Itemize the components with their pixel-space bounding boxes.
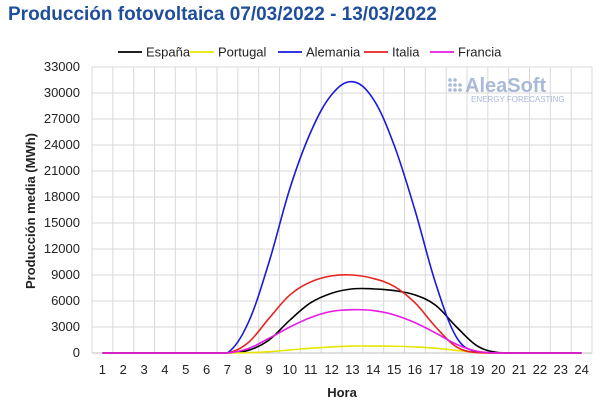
x-tick-label: 14 [366,362,380,377]
y-tick-label: 30000 [44,85,80,100]
x-tick-label: 23 [554,362,568,377]
series-lines [102,80,582,354]
x-tick-label: 5 [182,362,189,377]
logo-dots-icon [448,78,462,92]
y-tick-label: 0 [73,345,80,360]
y-tick-label: 9000 [51,267,80,282]
x-tick-label: 24 [574,362,588,377]
y-tick-label: 24000 [44,137,80,152]
y-axis-title: Producción media (MWh) [23,133,38,289]
x-tick-label: 7 [224,362,231,377]
y-tick-label: 18000 [44,189,80,204]
y-tick-label: 27000 [44,111,80,126]
legend-label-alemania: Alemania [306,45,361,60]
x-tick-label: 22 [533,362,547,377]
legend: España Portugal Alemania Italia Francia [118,45,502,60]
legend-label-espana: España [146,45,191,60]
y-tick-labels: 0 3000 6000 9000 12000 15000 18000 21000 24000 27… [44,59,80,360]
y-tick-label: 33000 [44,59,80,74]
x-tick-label: 18 [449,362,463,377]
x-tick-label: 11 [304,362,318,377]
x-tick-label: 4 [161,362,168,377]
grid-lines [91,66,593,353]
aleasoft-logo: AleaSoft ENERGY FORECASTING [448,75,565,104]
logo-name: AleaSoft [465,75,546,97]
y-tick-label: 12000 [44,241,80,256]
legend-label-portugal: Portugal [218,45,267,60]
y-tick-label: 15000 [44,215,80,230]
x-tick-label: 3 [140,362,147,377]
x-tick-label: 12 [324,362,338,377]
x-tick-label: 6 [203,362,210,377]
y-tick-label: 3000 [51,319,80,334]
y-tick-label: 21000 [44,163,80,178]
x-tick-label: 21 [512,362,526,377]
y-tick-label: 6000 [51,293,80,308]
x-tick-label: 2 [120,362,127,377]
x-tick-label: 10 [283,362,297,377]
x-tick-label: 13 [345,362,359,377]
x-tick-label: 20 [491,362,505,377]
x-tick-label: 16 [408,362,422,377]
series-line-francia [102,308,582,354]
x-tick-label: 9 [265,362,272,377]
x-tick-label: 8 [245,362,252,377]
x-tick-labels: 1 2 3 4 5 6 7 8 9 10 11 12 13 14 15 16 17 18 19 20 21 22 23 24 [99,362,589,377]
x-axis-title: Hora [327,385,357,400]
chart-title: Producción fotovoltaica 07/03/2022 - 13/… [8,4,437,25]
legend-label-francia: Francia [458,45,502,60]
x-tick-label: 17 [429,362,443,377]
legend-label-italia: Italia [392,45,420,60]
logo-subtitle: ENERGY FORECASTING [471,95,565,104]
x-tick-label: 15 [387,362,401,377]
x-tick-label: 19 [470,362,484,377]
x-tick-label: 1 [99,362,106,377]
